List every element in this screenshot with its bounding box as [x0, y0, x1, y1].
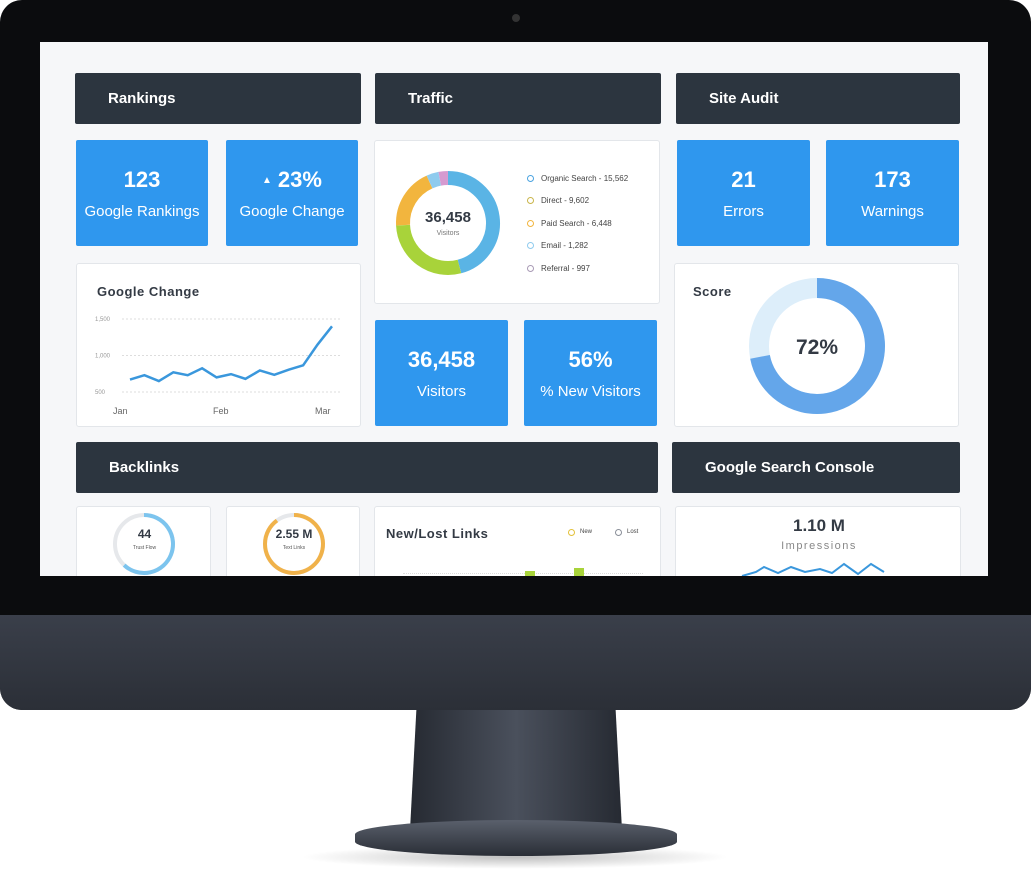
text-links-card: 2.55 M Text Links [226, 506, 360, 576]
x-tick-label: Feb [213, 406, 229, 416]
visitors-tile[interactable]: 36,458 Visitors [375, 320, 508, 426]
impressions-sparkline [741, 562, 885, 576]
tile-value: 36,458 [407, 346, 476, 372]
legend-label: Paid Search - 6,448 [541, 218, 612, 228]
trust-flow-ring [113, 513, 175, 575]
legend-label: Referral - 997 [541, 263, 590, 273]
tile-label: Visitors [417, 382, 466, 400]
monitor-base [355, 820, 677, 856]
legend-label: Organic Search - 15,562 [541, 173, 629, 183]
site-audit-header: Site Audit [676, 73, 960, 124]
monitor-stand [410, 710, 622, 830]
legend-item: Referral - 997 [527, 257, 628, 280]
traffic-card: 36,458 Visitors Organic Search - 15,562 D… [374, 140, 660, 304]
google-change-line-chart: 1,500 1,000 500 Jan Feb Mar [95, 317, 342, 416]
legend-item: Organic Search - 15,562 [527, 167, 628, 190]
monitor-chin [0, 615, 1031, 710]
x-tick-label: Jan [113, 406, 128, 416]
gridline [403, 573, 643, 574]
donut-segment [396, 224, 462, 275]
errors-tile[interactable]: 21 Errors [677, 140, 810, 246]
traffic-legend: Organic Search - 15,562 Direct - 9,602 Pai… [527, 167, 628, 280]
ring-arc [122, 513, 175, 575]
dashboard-screen: Rankings Traffic Site Audit 123 Google R… [40, 42, 988, 576]
donut-segment [426, 171, 442, 189]
warnings-tile[interactable]: 173 Warnings [826, 140, 959, 246]
legend-item: Paid Search - 6,448 [527, 212, 628, 235]
legend-dot-icon [615, 528, 622, 536]
new-lost-links-card: New/Lost Links New Lost [374, 506, 661, 576]
tile-label: Errors [723, 202, 764, 220]
text-links-ring [263, 513, 325, 575]
score-card: Score 72% [674, 263, 959, 427]
trust-flow-value: 44 [137, 527, 152, 541]
camera-icon [512, 14, 520, 22]
rankings-header: Rankings [75, 73, 361, 124]
bar [525, 571, 535, 576]
card-title: Score [693, 284, 732, 299]
new-visitors-tile[interactable]: 56% % New Visitors [524, 320, 657, 426]
donut-segment [438, 171, 449, 186]
legend-new: New [568, 521, 592, 544]
line-series [129, 325, 333, 383]
donut-segment [447, 171, 500, 274]
tile-value: 173 [874, 166, 911, 192]
legend-dot-icon [527, 174, 534, 182]
tile-value: 21 [731, 166, 756, 192]
impressions-label: Impressions [781, 540, 857, 552]
legend-dot-icon [527, 242, 534, 250]
donut-total: 36,458 [425, 209, 471, 226]
score-arc [750, 278, 885, 414]
legend-label: Direct - 9,602 [541, 196, 590, 206]
score-value: 72% [795, 336, 839, 359]
text-links-value: 2.55 M [275, 527, 313, 541]
legend-label: Email - 1,282 [541, 241, 589, 251]
y-tick-label: 1,500 [95, 317, 111, 323]
tile-label: Warnings [861, 202, 924, 220]
y-tick-label: 500 [95, 390, 106, 396]
traffic-header: Traffic [375, 73, 661, 124]
gsc-header: Google Search Console [672, 442, 960, 493]
legend-lost: Lost [615, 521, 638, 544]
ring-arc [263, 513, 325, 575]
y-tick-label: 1,000 [95, 354, 111, 360]
legend-dot-icon [568, 528, 575, 536]
card-title: Google Change [97, 284, 200, 299]
bar [574, 568, 584, 576]
score-donut [749, 278, 885, 414]
tile-label: Google Change [239, 202, 345, 220]
donut-label: Visitors [436, 230, 460, 237]
tile-label: Google Rankings [84, 202, 200, 220]
impressions-value: 1.10 M [793, 516, 845, 535]
legend-item: Direct - 9,602 [527, 190, 628, 213]
legend-item: Email - 1,282 [527, 235, 628, 258]
impressions-card: 1.10 M Impressions [675, 506, 961, 576]
x-tick-label: Mar [315, 406, 331, 416]
traffic-donut-chart [396, 171, 500, 275]
legend-dot-icon [527, 264, 534, 272]
google-change-card: Google Change 1,500 1,000 500 Jan Feb Mar [76, 263, 361, 427]
trust-flow-label: Trust Flow [132, 545, 157, 551]
tile-value: 23% [277, 166, 322, 192]
google-rankings-tile[interactable]: 123 Google Rankings [76, 140, 208, 246]
tile-label: % New Visitors [540, 382, 641, 400]
tile-value: 123 [123, 166, 161, 192]
backlinks-header: Backlinks [76, 442, 658, 493]
legend-dot-icon [527, 197, 534, 205]
tile-value: 56% [568, 346, 613, 372]
donut-segment [396, 175, 433, 226]
card-title: New/Lost Links [386, 526, 489, 541]
text-links-label: Text Links [282, 545, 306, 551]
triangle-up-icon: ▲ [262, 175, 272, 187]
trust-flow-card: 44 Trust Flow [76, 506, 211, 576]
google-change-tile[interactable]: ▲ 23% Google Change [226, 140, 358, 246]
legend-dot-icon [527, 219, 534, 227]
